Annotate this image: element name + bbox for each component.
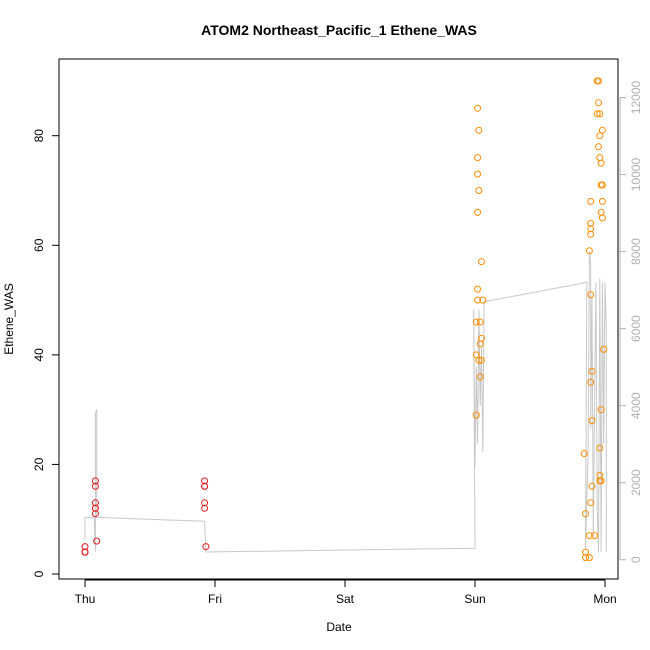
data-point [598,214,606,222]
y2-axis-right: 0 2000 4000 6000 8000 10000 12000 [619,81,643,563]
data-point [596,132,604,140]
y-tick-label: 40 [32,348,46,362]
data-point [474,208,482,216]
data-point [474,154,482,162]
data-point [585,247,593,255]
data-point [587,219,595,227]
data-point [598,197,606,205]
data-point [588,482,596,490]
chart-title: ATOM2 Northeast_Pacific_1 Ethene_WAS [201,22,477,38]
data-point [587,230,595,238]
y-axis: 0 20 40 60 80 [32,129,60,577]
data-point [587,291,595,299]
y-tick-label: 80 [32,129,46,143]
x-axis-label: Date [326,620,352,634]
x-tick-label: Fri [208,592,222,606]
data-point [201,504,209,512]
y-axis-label: Ethene_WAS [2,283,16,355]
data-point [479,296,487,304]
y2-tick-label: 0 [629,556,643,563]
data-point [475,187,483,194]
data-point [91,510,99,518]
y-tick-label: 60 [32,238,46,252]
data-point [91,504,99,512]
data-point [595,99,602,107]
data-point [472,318,480,326]
data-point [585,554,593,562]
altitude-line [84,251,607,553]
data-point [201,477,209,485]
data-point [202,543,210,551]
data-point [476,318,484,326]
data-point [201,482,209,490]
data-point [588,367,596,375]
data-point [582,554,589,562]
data-point [587,378,595,386]
data-point [587,499,595,507]
x-tick-label: Sat [336,592,355,606]
x-tick-label: Thu [75,592,96,606]
data-point [474,296,482,304]
data-point [588,417,596,425]
data-point [478,258,485,266]
data-point [582,510,589,518]
data-point [587,197,595,205]
altitude-line-layer [84,251,607,553]
data-point [81,548,89,556]
plot-frame [58,58,619,580]
data-point [475,126,483,134]
data-point [593,110,601,118]
data-point [476,340,484,348]
data-point [596,110,604,118]
data-point [475,356,483,364]
data-point [474,104,482,112]
data-point [591,532,599,540]
data-point [472,411,480,419]
data-point [585,532,593,540]
data-point [93,537,101,545]
y2-tick-label: 6000 [629,315,643,342]
x-axis: Thu Fri Sat Sun Mon [75,579,617,606]
data-point [598,181,606,189]
y2-tick-label: 12000 [629,81,643,115]
data-point [91,482,99,490]
y-tick-label: 0 [32,570,46,577]
data-point [474,285,482,293]
data-point [597,406,605,414]
y2-tick-label: 8000 [629,238,643,265]
data-point [595,77,602,85]
data-point [596,444,604,452]
data-point [91,477,99,485]
data-point [596,477,604,485]
data-point [476,373,484,381]
x-tick-label: Sun [464,592,485,606]
y-tick-label: 20 [32,457,46,471]
points-layer [81,77,608,562]
data-point [478,356,485,364]
y2-tick-label: 10000 [629,158,643,192]
data-point [472,351,480,359]
data-point [600,345,608,353]
data-point [474,170,482,178]
data-point [597,159,605,167]
data-point [598,126,606,134]
data-point [580,450,588,457]
y2-tick-label: 4000 [629,392,643,419]
data-point [595,143,602,151]
x-tick-label: Mon [593,592,616,606]
y2-tick-label: 2000 [629,469,643,496]
